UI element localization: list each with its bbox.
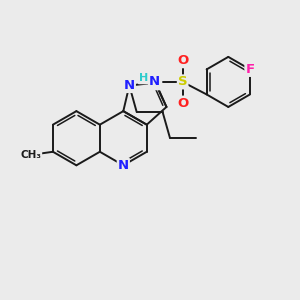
Text: O: O: [177, 54, 188, 67]
Text: H: H: [139, 74, 148, 83]
Text: O: O: [177, 97, 188, 110]
Text: CH₃: CH₃: [20, 150, 41, 160]
Text: N: N: [118, 159, 129, 172]
Text: F: F: [245, 63, 254, 76]
Text: N: N: [149, 75, 160, 88]
Text: N: N: [150, 76, 161, 89]
Text: S: S: [178, 75, 188, 88]
Text: N: N: [124, 79, 135, 92]
